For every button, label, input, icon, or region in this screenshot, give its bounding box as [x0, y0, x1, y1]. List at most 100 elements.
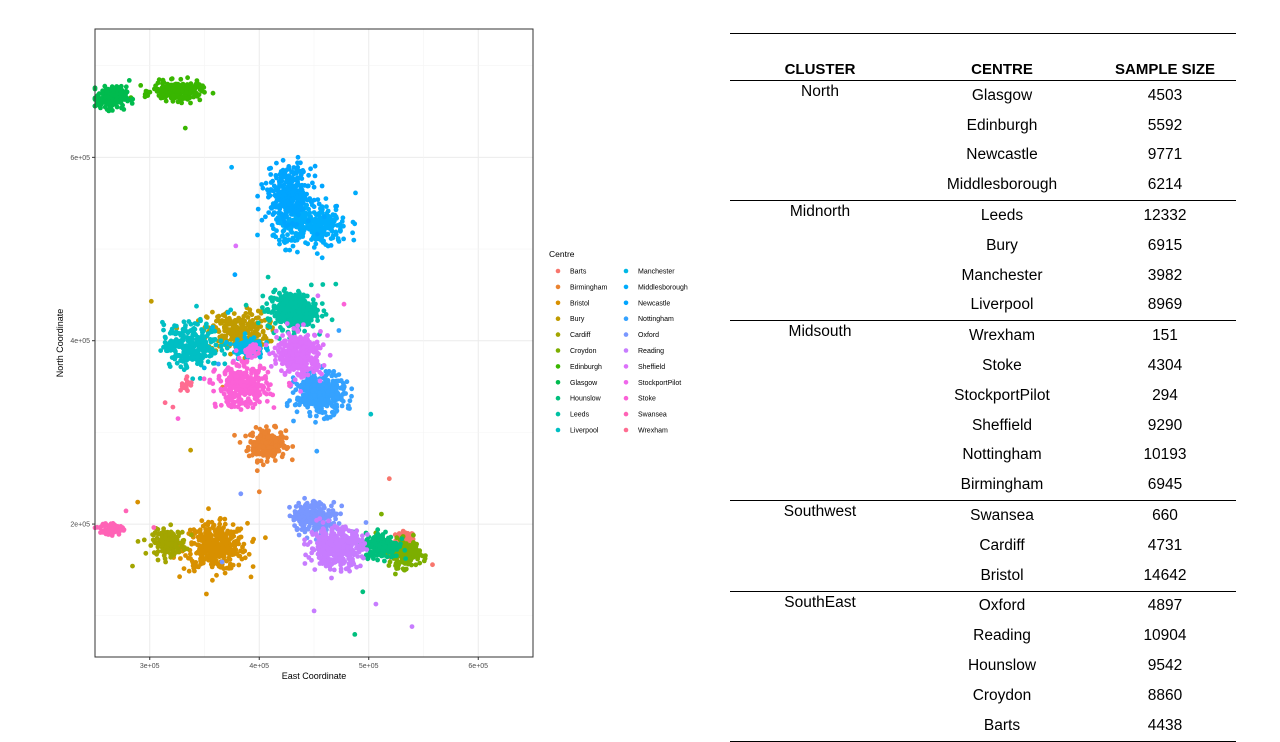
data-point [273, 458, 278, 463]
data-point [293, 231, 298, 236]
data-point [377, 534, 382, 539]
data-point [143, 551, 148, 556]
data-point [219, 344, 224, 349]
data-point [233, 272, 238, 277]
data-point [189, 533, 194, 538]
data-point [199, 327, 204, 332]
data-point [204, 536, 209, 541]
data-point [249, 355, 254, 360]
data-point [275, 198, 280, 203]
data-point [234, 341, 239, 346]
data-point [293, 316, 298, 321]
data-point [213, 533, 218, 538]
data-point [295, 323, 300, 328]
data-point [330, 392, 335, 397]
data-point [274, 161, 279, 166]
data-point [208, 337, 213, 342]
data-point [338, 228, 343, 233]
data-point [206, 359, 211, 364]
data-point [324, 562, 329, 567]
data-point [264, 343, 269, 348]
data-point [216, 526, 221, 531]
data-point [238, 549, 243, 554]
data-point [274, 329, 279, 334]
data-point [222, 361, 227, 366]
data-point [276, 217, 281, 222]
data-point [212, 523, 217, 528]
data-point [326, 519, 331, 524]
data-point [307, 340, 312, 345]
data-point [289, 170, 294, 175]
data-point [158, 348, 163, 353]
data-point [311, 236, 316, 241]
data-point [106, 109, 111, 114]
data-point [122, 97, 127, 102]
data-point [171, 553, 176, 558]
data-point [219, 535, 224, 540]
data-point [197, 98, 202, 103]
data-point [182, 349, 187, 354]
data-point [311, 324, 316, 329]
data-point [358, 564, 363, 569]
data-point [119, 106, 124, 111]
data-point [289, 313, 294, 318]
data-point [328, 415, 333, 420]
data-point [364, 520, 369, 525]
data-point [315, 232, 320, 237]
data-point [273, 439, 278, 444]
data-point [291, 184, 296, 189]
data-point [312, 567, 317, 572]
data-point [204, 323, 209, 328]
data-point [288, 338, 293, 343]
data-point [268, 187, 273, 192]
data-point [177, 531, 182, 536]
data-point [208, 353, 213, 358]
data-point [285, 294, 290, 299]
data-point [155, 88, 160, 93]
data-point [273, 425, 278, 430]
data-point [281, 229, 286, 234]
data-point [340, 404, 345, 409]
data-point [360, 533, 365, 538]
data-point [299, 527, 304, 532]
data-point [231, 534, 236, 539]
data-point [336, 391, 341, 396]
data-point [182, 358, 187, 363]
data-point [153, 83, 158, 88]
data-point [287, 505, 292, 510]
data-point [296, 289, 301, 294]
data-point [302, 329, 307, 334]
data-point [312, 393, 317, 398]
data-point [354, 546, 359, 551]
data-point [290, 221, 295, 226]
data-point [411, 533, 416, 538]
data-point [142, 538, 147, 543]
data-point [268, 392, 273, 397]
data-point [350, 533, 355, 538]
data-point [271, 290, 276, 295]
data-point [407, 561, 412, 566]
data-point [178, 77, 183, 82]
data-point [232, 433, 237, 438]
data-point [238, 491, 243, 496]
data-point [266, 370, 271, 375]
data-point [420, 553, 425, 558]
data-point [299, 352, 304, 357]
data-point [331, 380, 336, 385]
data-point [273, 314, 278, 319]
data-point [161, 328, 166, 333]
data-point [321, 503, 326, 508]
data-point [281, 302, 286, 307]
data-point [253, 369, 258, 374]
data-point [225, 346, 230, 351]
data-point [341, 215, 346, 220]
data-point [195, 542, 200, 547]
data-point [206, 506, 211, 511]
data-point [293, 509, 298, 514]
data-point [307, 227, 312, 232]
data-point [252, 335, 257, 340]
data-point [320, 282, 325, 287]
data-point [300, 183, 305, 188]
data-point [317, 535, 322, 540]
data-point [355, 554, 360, 559]
